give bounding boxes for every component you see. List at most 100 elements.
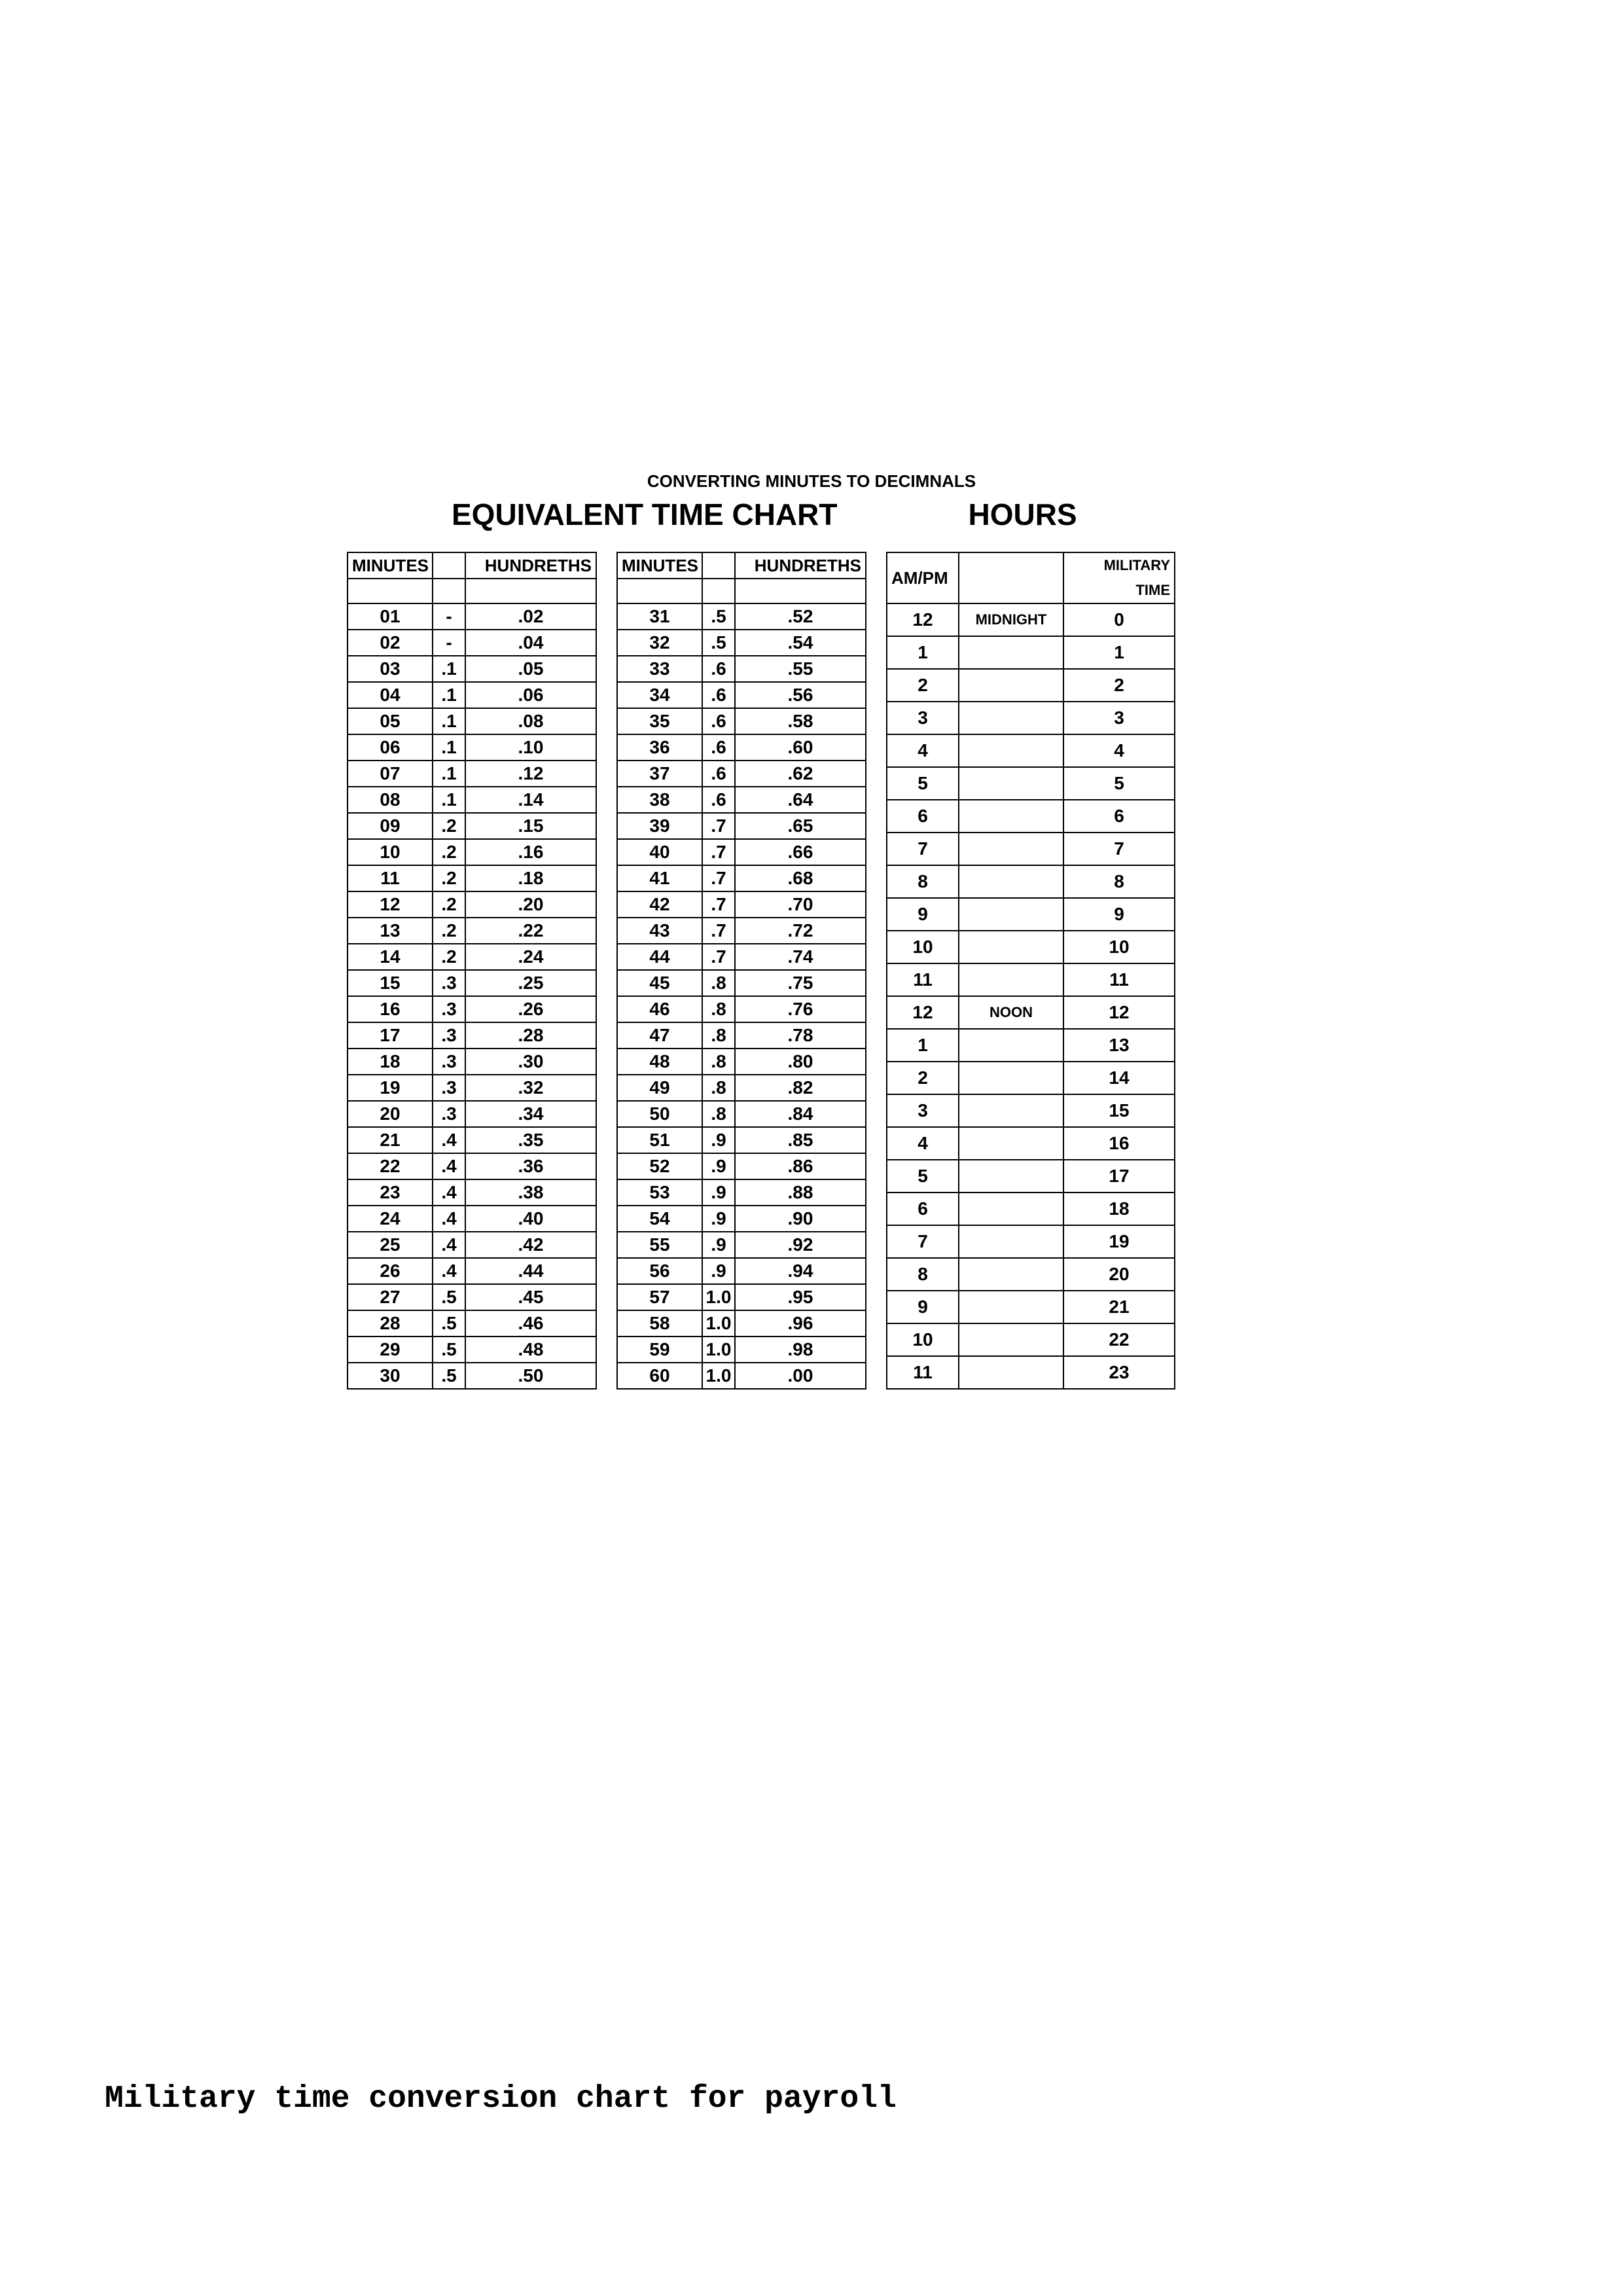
hours-table: AM/PM MILITARY TIME 12MIDNIGHT0112233445… xyxy=(886,552,1175,1390)
table-row: 591.0.98 xyxy=(617,1336,866,1363)
cell-tenth: .3 xyxy=(433,996,465,1022)
cell-tenth: .9 xyxy=(702,1206,735,1232)
cell-label xyxy=(959,1193,1063,1225)
table-row: 1022 xyxy=(887,1323,1175,1356)
cell-minutes: 43 xyxy=(617,918,702,944)
table-row: 36.6.60 xyxy=(617,734,866,761)
cell-military: 22 xyxy=(1063,1323,1175,1356)
table-row: 40.7.66 xyxy=(617,839,866,865)
cell-minutes: 20 xyxy=(348,1101,433,1127)
header-tenth xyxy=(702,552,735,579)
cell-tenth: .9 xyxy=(702,1232,735,1258)
blank-row xyxy=(348,579,596,603)
cell-minutes: 53 xyxy=(617,1179,702,1206)
cell-military: 1 xyxy=(1063,636,1175,669)
cell-tenth: .2 xyxy=(433,839,465,865)
cell-tenth: .8 xyxy=(702,1101,735,1127)
subtitle: CONVERTING MINUTES TO DECIMNALS xyxy=(347,471,1276,492)
cell-minutes: 27 xyxy=(348,1284,433,1310)
cell-hundreths: .96 xyxy=(735,1310,866,1336)
cell-label xyxy=(959,1323,1063,1356)
cell-hundreths: .92 xyxy=(735,1232,866,1258)
table-row: 35.6.58 xyxy=(617,708,866,734)
table-row: 39.7.65 xyxy=(617,813,866,839)
cell-minutes: 51 xyxy=(617,1127,702,1153)
table-row: 11.2.18 xyxy=(348,865,596,891)
cell-hundreths: .34 xyxy=(465,1101,596,1127)
cell-military: 4 xyxy=(1063,734,1175,767)
cell-tenth: .3 xyxy=(433,1075,465,1101)
cell-minutes: 13 xyxy=(348,918,433,944)
table-row: 05.1.08 xyxy=(348,708,596,734)
cell-tenth: .3 xyxy=(433,1101,465,1127)
cell-minutes: 11 xyxy=(348,865,433,891)
cell-minutes: 02 xyxy=(348,630,433,656)
table-row: 14.2.24 xyxy=(348,944,596,970)
cell-minutes: 52 xyxy=(617,1153,702,1179)
cell-hundreths: .84 xyxy=(735,1101,866,1127)
header-minutes: MINUTES xyxy=(348,552,433,579)
cell-ampm: 4 xyxy=(887,734,959,767)
cell-minutes: 34 xyxy=(617,682,702,708)
table-row: 02-.04 xyxy=(348,630,596,656)
cell-military: 15 xyxy=(1063,1094,1175,1127)
cell-minutes: 14 xyxy=(348,944,433,970)
cell-hundreths: .64 xyxy=(735,787,866,813)
table-row: 21.4.35 xyxy=(348,1127,596,1153)
table-row: 88 xyxy=(887,865,1175,898)
cell-minutes: 15 xyxy=(348,970,433,996)
table-row: 315 xyxy=(887,1094,1175,1127)
table-row: 618 xyxy=(887,1193,1175,1225)
cell-minutes: 36 xyxy=(617,734,702,761)
cell-military: 7 xyxy=(1063,833,1175,865)
cell-minutes: 22 xyxy=(348,1153,433,1179)
cell-ampm: 12 xyxy=(887,603,959,636)
table-row: 46.8.76 xyxy=(617,996,866,1022)
cell-label xyxy=(959,1356,1063,1389)
cell-ampm: 1 xyxy=(887,636,959,669)
cell-hundreths: .00 xyxy=(735,1363,866,1389)
table-row: 17.3.28 xyxy=(348,1022,596,1049)
cell-tenth: .1 xyxy=(433,787,465,813)
table-row: 50.8.84 xyxy=(617,1101,866,1127)
cell-hundreths: .40 xyxy=(465,1206,596,1232)
cell-label xyxy=(959,636,1063,669)
table-row: 66 xyxy=(887,800,1175,833)
cell-minutes: 50 xyxy=(617,1101,702,1127)
cell-minutes: 01 xyxy=(348,603,433,630)
cell-tenth: .1 xyxy=(433,734,465,761)
cell-label xyxy=(959,865,1063,898)
blank-row xyxy=(617,579,866,603)
cell-tenth: .9 xyxy=(702,1153,735,1179)
cell-minutes: 04 xyxy=(348,682,433,708)
cell-military: 9 xyxy=(1063,898,1175,931)
cell-minutes: 49 xyxy=(617,1075,702,1101)
cell-hundreths: .65 xyxy=(735,813,866,839)
table-row: 16.3.26 xyxy=(348,996,596,1022)
cell-hundreths: .25 xyxy=(465,970,596,996)
cell-minutes: 30 xyxy=(348,1363,433,1389)
table-row: 719 xyxy=(887,1225,1175,1258)
cell-tenth: .4 xyxy=(433,1179,465,1206)
cell-minutes: 25 xyxy=(348,1232,433,1258)
table-row: 49.8.82 xyxy=(617,1075,866,1101)
cell-minutes: 29 xyxy=(348,1336,433,1363)
table-row: 37.6.62 xyxy=(617,761,866,787)
cell-minutes: 44 xyxy=(617,944,702,970)
cell-hundreths: .82 xyxy=(735,1075,866,1101)
cell-hundreths: .14 xyxy=(465,787,596,813)
cell-hundreths: .28 xyxy=(465,1022,596,1049)
cell-tenth: .8 xyxy=(702,996,735,1022)
cell-minutes: 28 xyxy=(348,1310,433,1336)
table-row: 04.1.06 xyxy=(348,682,596,708)
cell-military: 16 xyxy=(1063,1127,1175,1160)
header-ampm: AM/PM xyxy=(887,552,959,603)
cell-hundreths: .76 xyxy=(735,996,866,1022)
cell-hundreths: .05 xyxy=(465,656,596,682)
table-row: 28.5.46 xyxy=(348,1310,596,1336)
table-row: 581.0.96 xyxy=(617,1310,866,1336)
cell-military: 0 xyxy=(1063,603,1175,636)
header-military: MILITARY TIME xyxy=(1063,552,1175,603)
cell-hundreths: .86 xyxy=(735,1153,866,1179)
cell-hundreths: .12 xyxy=(465,761,596,787)
